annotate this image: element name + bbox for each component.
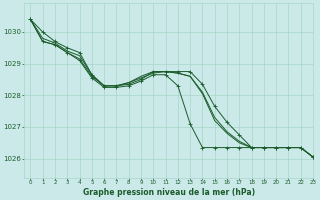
X-axis label: Graphe pression niveau de la mer (hPa): Graphe pression niveau de la mer (hPa)	[83, 188, 255, 197]
